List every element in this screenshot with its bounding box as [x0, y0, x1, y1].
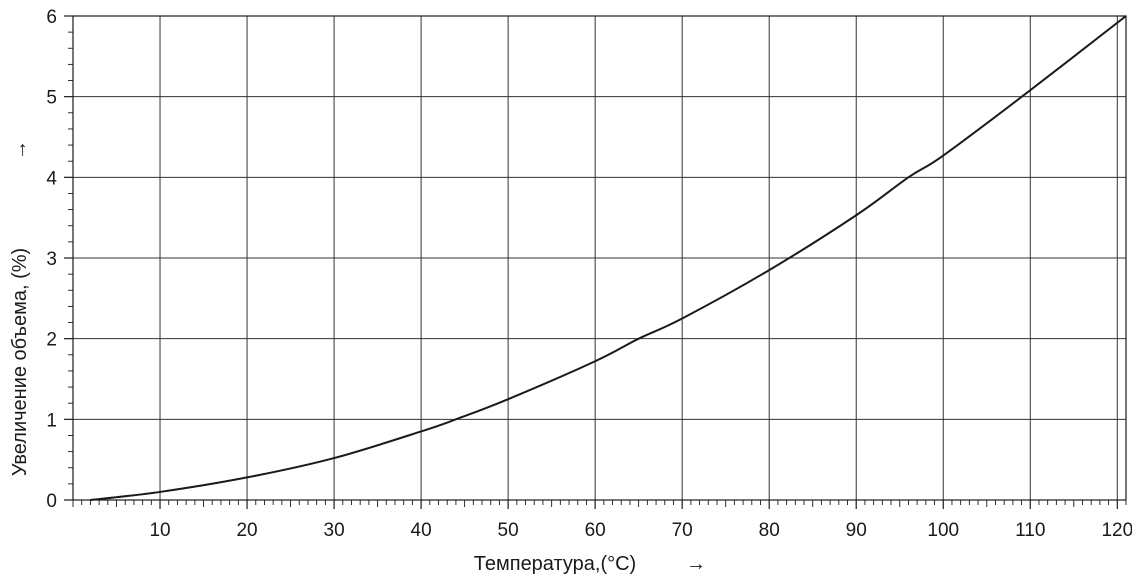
y-tick-label: 5	[46, 88, 57, 109]
x-tick-label: 80	[759, 520, 780, 541]
y-tick-label: 4	[46, 168, 57, 189]
x-tick-label: 10	[149, 520, 170, 541]
x-tick-label: 110	[1015, 520, 1045, 541]
x-axis-title: Температура,(°C)	[474, 553, 636, 575]
x-tick-label: 20	[236, 520, 257, 541]
x-axis-arrow: →	[686, 553, 706, 575]
x-tick-label: 120	[1101, 520, 1132, 541]
plot-frame	[72, 15, 1127, 501]
x-tick-label: 70	[672, 520, 693, 541]
y-tick-label: 3	[46, 249, 57, 270]
grid	[73, 16, 1126, 500]
series-line	[90, 15, 1127, 501]
x-tick-label: 60	[585, 520, 606, 541]
y-tick-label: 0	[46, 491, 57, 512]
x-tick-labels: 10 20 30 40 50 60 70 80 90 100 110 120	[149, 520, 1132, 541]
minor-ticks	[64, 15, 1127, 509]
y-tick-label: 2	[46, 330, 57, 351]
y-axis-arrow: →	[9, 140, 31, 160]
y-tick-label: 1	[46, 410, 57, 431]
x-tick-label: 40	[411, 520, 432, 541]
y-tick-labels: 0 1 2 3 4 5 6	[46, 7, 57, 512]
x-tick-label: 90	[846, 520, 867, 541]
x-tick-label: 100	[927, 520, 959, 541]
x-tick-label: 50	[498, 520, 519, 541]
y-axis-title: Увеличение объема, (%)	[9, 248, 31, 476]
y-tick-label: 6	[46, 7, 57, 28]
x-tick-label: 30	[324, 520, 345, 541]
